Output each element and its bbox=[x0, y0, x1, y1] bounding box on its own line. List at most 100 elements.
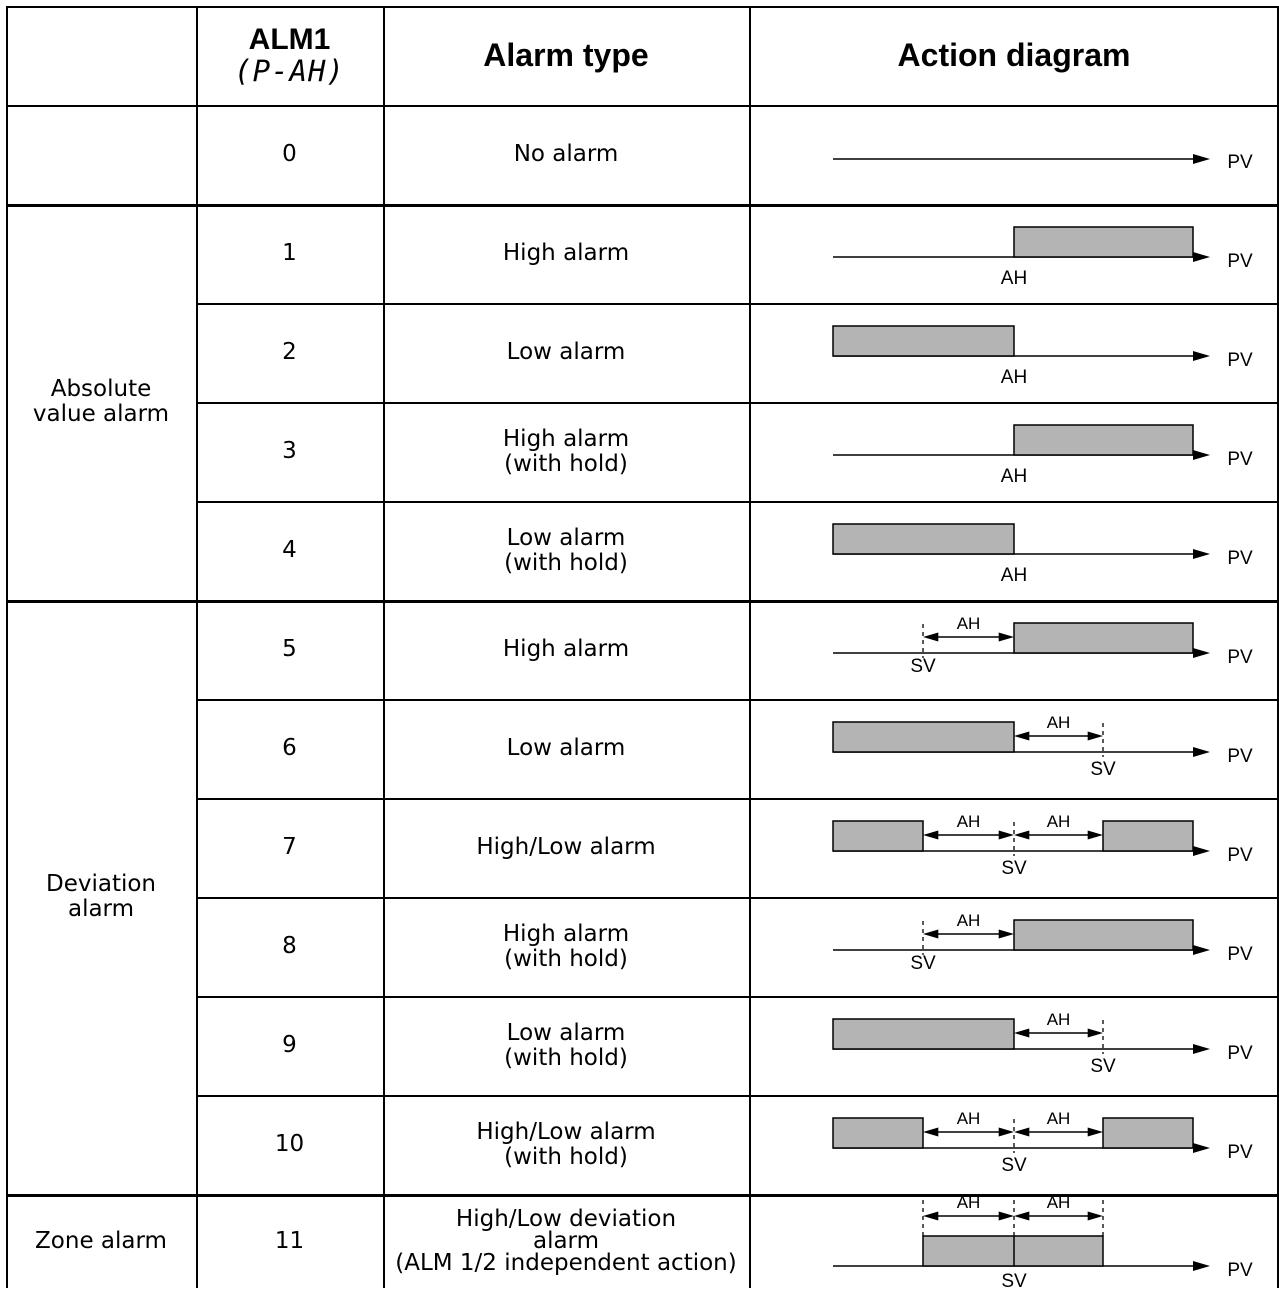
alarm-type-label: High/Low alarm (with hold) bbox=[476, 1118, 656, 1170]
alarm-code: 9 bbox=[282, 1032, 297, 1058]
row-divider bbox=[196, 1095, 1279, 1097]
alarm-type-label: High alarm bbox=[502, 240, 630, 266]
alarm-zone-box bbox=[1013, 919, 1194, 951]
table-border-right bbox=[1277, 6, 1279, 1288]
alarm-code: 4 bbox=[282, 537, 297, 563]
ah-label: AH bbox=[1047, 1109, 1071, 1128]
alarm-zone-box bbox=[1013, 226, 1194, 258]
pv-label: PV bbox=[1227, 548, 1253, 569]
action-diagram: AH SV PV bbox=[832, 1010, 1253, 1077]
row-divider bbox=[196, 501, 1279, 503]
action-diagram: PV bbox=[833, 152, 1253, 173]
arrowhead-right bbox=[1193, 252, 1210, 262]
action-diagram: AH PV bbox=[832, 325, 1253, 388]
alarm-type-label: Low alarm bbox=[506, 339, 626, 365]
alarm-zone-box bbox=[832, 820, 924, 852]
arrowhead-right bbox=[1193, 846, 1210, 856]
alarm-code: 5 bbox=[282, 636, 297, 662]
ah-label: AH bbox=[1001, 466, 1027, 487]
pv-label: PV bbox=[1227, 1142, 1253, 1163]
row-divider bbox=[196, 897, 1279, 899]
alarm-type-label: Low alarm (with hold) bbox=[504, 1019, 628, 1071]
table-border-top bbox=[6, 6, 1279, 8]
header-alarm-type: Alarm type bbox=[483, 37, 649, 73]
table-border-left bbox=[6, 6, 8, 1288]
alarm-code: 6 bbox=[282, 735, 297, 761]
sv-label: SV bbox=[910, 656, 936, 677]
ah-label: AH bbox=[1047, 1193, 1071, 1212]
alarm-zone-box bbox=[832, 721, 1015, 753]
sv-label: SV bbox=[1090, 759, 1116, 780]
ah-label: AH bbox=[957, 1109, 981, 1128]
arrowhead-right bbox=[1193, 1261, 1210, 1271]
alarm-code: 0 bbox=[282, 141, 297, 167]
alarm-type-label: Low alarm (with hold) bbox=[504, 524, 628, 576]
alarm-type-label: High alarm bbox=[502, 636, 630, 662]
sv-label: SV bbox=[1001, 858, 1027, 879]
alarm-code: 11 bbox=[274, 1227, 305, 1254]
row-divider bbox=[196, 996, 1279, 998]
alarm-zone-box bbox=[1013, 424, 1194, 456]
column-divider-2 bbox=[383, 6, 385, 1288]
ah-label: AH bbox=[957, 911, 981, 930]
group-divider bbox=[6, 204, 1279, 207]
action-diagram: AH PV bbox=[833, 226, 1253, 289]
alarm-zone-box bbox=[832, 1018, 1015, 1050]
arrowhead-right bbox=[1087, 731, 1103, 741]
column-divider-1 bbox=[196, 6, 198, 1288]
action-diagram: AH PV bbox=[833, 424, 1253, 487]
alarm-zone-box bbox=[1102, 1117, 1194, 1149]
row-divider bbox=[196, 699, 1279, 701]
action-diagram: AH SV PV bbox=[833, 614, 1253, 677]
pv-label: PV bbox=[1227, 449, 1253, 470]
row-divider bbox=[196, 798, 1279, 800]
alarm-code: 2 bbox=[282, 339, 297, 365]
arrowhead-left bbox=[1014, 1028, 1030, 1038]
header-alm1: ALM1 (P-AH) bbox=[196, 6, 383, 105]
pv-label: PV bbox=[1227, 152, 1253, 173]
alarm-zone-box bbox=[832, 1117, 924, 1149]
header-action-diagram: Action diagram bbox=[897, 37, 1131, 73]
arrowhead-right bbox=[1193, 351, 1210, 361]
pv-label: PV bbox=[1227, 251, 1253, 272]
arrowhead-right bbox=[1193, 747, 1210, 757]
arrowhead-right bbox=[1087, 1028, 1103, 1038]
sv-label: SV bbox=[1090, 1056, 1116, 1077]
header-alm1-title: ALM1 bbox=[248, 22, 331, 56]
arrowhead-left bbox=[923, 1211, 939, 1221]
arrowhead-left bbox=[1014, 731, 1030, 741]
sv-label: SV bbox=[910, 953, 936, 974]
column-divider-3 bbox=[749, 6, 751, 1288]
arrowhead-right bbox=[1087, 830, 1103, 840]
arrowhead-right bbox=[998, 1127, 1014, 1137]
arrowhead-right bbox=[998, 830, 1014, 840]
ah-label: AH bbox=[1047, 713, 1071, 732]
alarm-type-label: Low alarm bbox=[506, 735, 626, 761]
action-diagram: AH PV bbox=[832, 523, 1253, 586]
alarm-code: 3 bbox=[282, 438, 297, 464]
group-label: Absolute value alarm bbox=[32, 376, 170, 427]
arrowhead-left bbox=[1014, 1211, 1030, 1221]
alarm-zone-box bbox=[1013, 622, 1194, 654]
header-alm1-parameter-code: (P-AH) bbox=[234, 53, 345, 88]
alarm-type-label: High/Low alarm bbox=[476, 834, 656, 860]
ah-label: AH bbox=[1047, 812, 1071, 831]
alarm-code: 1 bbox=[282, 240, 297, 266]
arrowhead-right bbox=[1193, 945, 1210, 955]
pv-label: PV bbox=[1227, 944, 1253, 965]
row-divider bbox=[196, 303, 1279, 305]
group-label: Zone alarm bbox=[35, 1227, 167, 1254]
alarm-zone-box bbox=[922, 1235, 1104, 1267]
arrowhead-right bbox=[998, 1211, 1014, 1221]
action-diagram: AH AH SV PV bbox=[832, 1109, 1253, 1176]
arrowhead-left bbox=[1014, 1127, 1030, 1137]
ah-label: AH bbox=[1001, 268, 1027, 289]
alarm-zone-box bbox=[1102, 820, 1194, 852]
ah-label: AH bbox=[957, 1193, 981, 1212]
arrowhead-left bbox=[923, 1127, 939, 1137]
action-diagram: AH AH SV PV bbox=[833, 1193, 1253, 1292]
arrowhead-right bbox=[998, 929, 1014, 939]
arrowhead-right bbox=[1193, 154, 1210, 164]
arrowhead-right bbox=[1087, 1127, 1103, 1137]
